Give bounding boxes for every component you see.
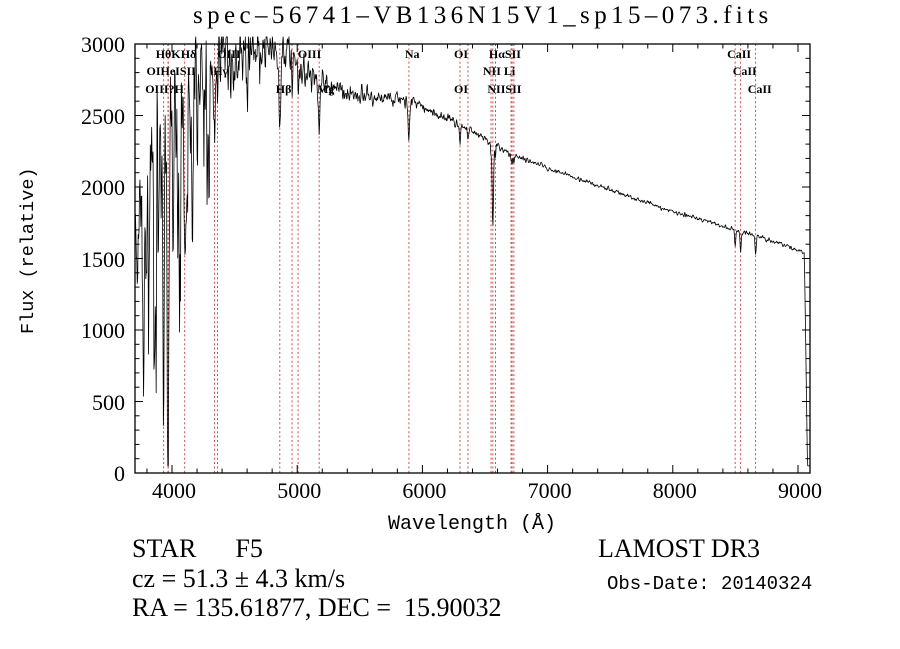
svg-text:OI: OI — [454, 47, 468, 61]
svg-text:OIII: OIII — [298, 47, 322, 61]
svg-text:NII Li: NII Li — [483, 64, 516, 78]
svg-text:NIISII: NIISII — [487, 82, 521, 96]
svg-text:CaII: CaII — [748, 82, 772, 96]
svg-text:Na: Na — [405, 47, 420, 61]
svg-text:OIHeISII: OIHeISII — [147, 64, 197, 78]
svg-text:Hγ: Hγ — [213, 64, 228, 78]
svg-text:HαSII: HαSII — [489, 47, 521, 61]
svg-text:Hβ: Hβ — [276, 82, 292, 96]
svg-text:HθK: HθK — [156, 47, 182, 61]
svg-text:OI: OI — [454, 82, 468, 96]
svg-text:CaII: CaII — [727, 47, 751, 61]
svg-text:Hδ: Hδ — [181, 47, 197, 61]
svg-text:CaII: CaII — [733, 64, 757, 78]
svg-text:OIII?H: OIII?H — [145, 82, 184, 96]
svg-text:Mg: Mg — [317, 82, 334, 96]
svg-text:OIII: OIII — [217, 47, 241, 61]
